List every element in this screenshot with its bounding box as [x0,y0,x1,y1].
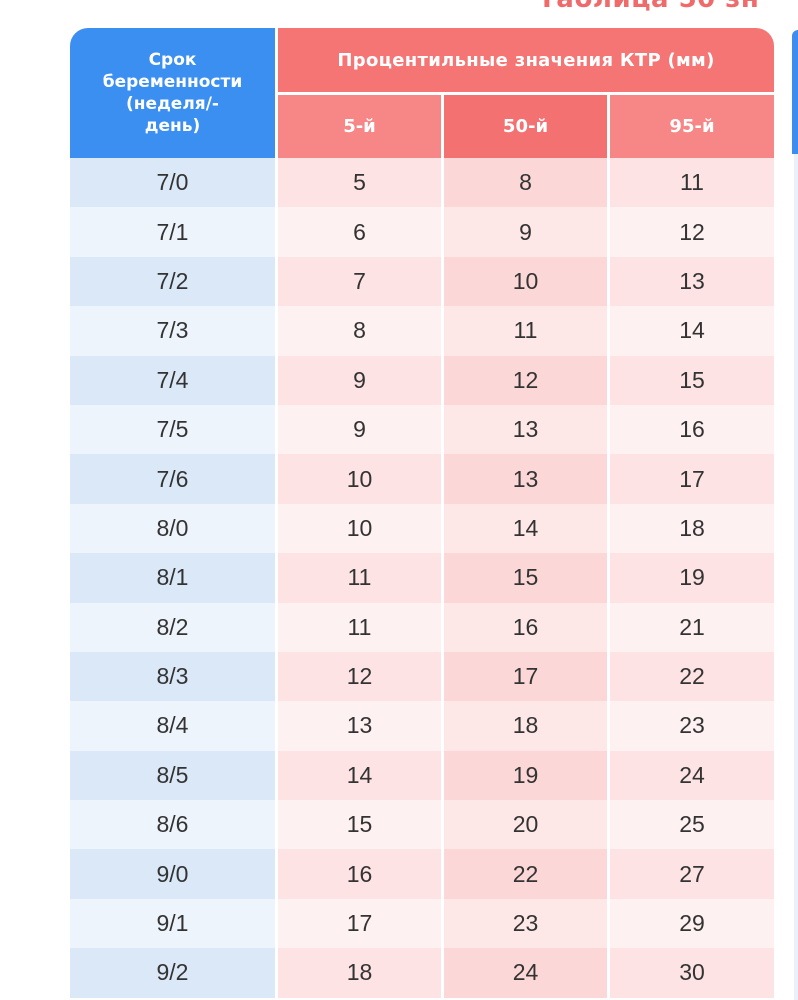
p50-cell: 13 [444,454,607,504]
p5-cell: 9 [278,355,441,405]
column-header-p95: 95-й [610,95,774,158]
next-table-edge [792,30,798,154]
p5-cell: 18 [278,948,441,998]
p5-cell: 16 [278,849,441,899]
gestational-age-cell: 7/4 [70,355,275,405]
table-row: 7/2 7 10 13 [70,256,776,307]
p50-cell: 8 [444,158,607,208]
p95-cell: 24 [610,750,774,801]
p50-cell: 16 [444,602,607,652]
p95-cell: 23 [610,701,774,751]
gestational-age-cell: 8/4 [70,701,275,751]
p50-cell: 12 [444,355,607,405]
gestational-age-cell: 9/0 [70,849,275,899]
next-table-edge-column [794,154,798,1000]
p5-cell: 10 [278,454,441,504]
table-row: 9/0 16 22 27 [70,849,776,899]
table-row: 9/2 18 24 30 [70,948,776,998]
p50-cell: 18 [444,701,607,751]
gestational-age-cell: 7/3 [70,306,275,356]
table-row: 8/1 11 15 19 [70,553,776,603]
table-row: 7/3 8 11 14 [70,306,776,356]
gestational-age-cell: 8/5 [70,750,275,801]
p5-cell: 17 [278,898,441,949]
p95-cell: 14 [610,306,774,356]
table-row: 8/3 12 17 22 [70,651,776,702]
gestational-age-cell: 8/2 [70,602,275,652]
table-header: Срок беременности (неделя/-день) Процент… [70,28,776,158]
table-row: 7/4 9 12 15 [70,355,776,405]
table-row: 8/6 15 20 25 [70,800,776,850]
p95-cell: 18 [610,503,774,554]
p95-cell: 19 [610,553,774,603]
page-title: Таблица 50 зн [538,0,759,14]
table-row: 7/0 5 8 11 [70,158,776,208]
p5-cell: 11 [278,553,441,603]
p50-cell: 10 [444,256,607,307]
p95-cell: 22 [610,651,774,702]
gestational-age-cell: 7/1 [70,207,275,257]
gestational-age-cell: 7/2 [70,256,275,307]
p50-cell: 11 [444,306,607,356]
p50-cell: 22 [444,849,607,899]
p5-cell: 11 [278,602,441,652]
p5-cell: 5 [278,158,441,208]
p50-cell: 24 [444,948,607,998]
p50-cell: 13 [444,404,607,455]
p5-cell: 12 [278,651,441,702]
percentile-group-header: Процентильные значения КТР (мм) [278,28,774,92]
gestational-age-cell: 9/2 [70,948,275,998]
p95-cell: 15 [610,355,774,405]
table-row: 9/1 17 23 29 [70,898,776,949]
gestational-age-cell: 8/3 [70,651,275,702]
column-header-p50: 50-й [444,95,607,158]
p5-cell: 7 [278,256,441,307]
gestational-age-header-label: Срок беременности (неделя/-день) [102,50,243,136]
p50-cell: 15 [444,553,607,603]
table-row: 7/5 9 13 16 [70,404,776,455]
p95-cell: 12 [610,207,774,257]
gestational-age-cell: 7/6 [70,454,275,504]
table-body: 7/0 5 8 11 7/1 6 9 12 7/2 7 10 13 7/3 8 11 14 7/4 9 12 15 7/… [70,158,776,998]
p95-cell: 13 [610,256,774,307]
gestational-age-cell: 9/1 [70,898,275,949]
p50-cell: 9 [444,207,607,257]
column-header-p5: 5-й [278,95,441,158]
gestational-age-cell: 8/6 [70,800,275,850]
p50-cell: 14 [444,503,607,554]
gestational-age-header: Срок беременности (неделя/-день) [70,28,275,158]
table-row: 8/4 13 18 23 [70,701,776,751]
p95-cell: 11 [610,158,774,208]
p5-cell: 13 [278,701,441,751]
table-row: 8/0 10 14 18 [70,503,776,554]
p50-cell: 17 [444,651,607,702]
table-row: 8/5 14 19 24 [70,750,776,801]
gestational-age-cell: 7/5 [70,404,275,455]
p5-cell: 6 [278,207,441,257]
gestational-age-cell: 7/0 [70,158,275,208]
p95-cell: 27 [610,849,774,899]
p95-cell: 16 [610,404,774,455]
p5-cell: 10 [278,503,441,554]
p95-cell: 29 [610,898,774,949]
crl-percentile-table: Срок беременности (неделя/-день) Процент… [70,28,776,998]
table-row: 7/6 10 13 17 [70,454,776,504]
gestational-age-cell: 8/0 [70,503,275,554]
table-row: 8/2 11 16 21 [70,602,776,652]
p95-cell: 17 [610,454,774,504]
p95-cell: 21 [610,602,774,652]
p5-cell: 8 [278,306,441,356]
gestational-age-cell: 8/1 [70,553,275,603]
table-row: 7/1 6 9 12 [70,207,776,257]
p50-cell: 23 [444,898,607,949]
p5-cell: 14 [278,750,441,801]
p50-cell: 19 [444,750,607,801]
p95-cell: 25 [610,800,774,850]
p5-cell: 15 [278,800,441,850]
p95-cell: 30 [610,948,774,998]
p50-cell: 20 [444,800,607,850]
p5-cell: 9 [278,404,441,455]
